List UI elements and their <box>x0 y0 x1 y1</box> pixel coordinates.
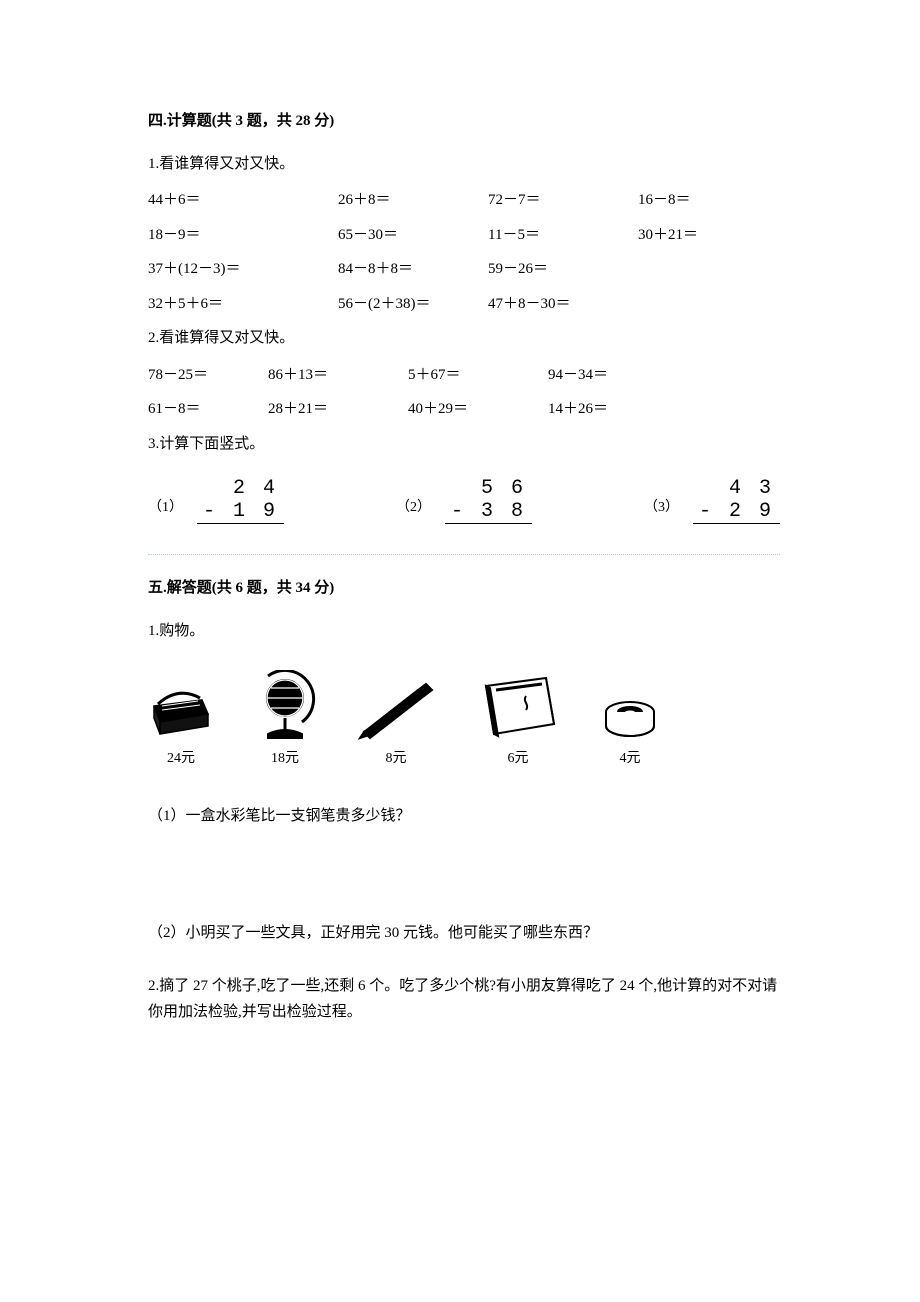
eq-cell: 59－26＝ <box>488 258 638 281</box>
item-price: 18元 <box>254 748 316 769</box>
vert-top: 4 3 <box>693 477 780 500</box>
eq-cell: 72－7＝ <box>488 189 638 212</box>
item-price: 6元 <box>476 748 560 769</box>
vertical-calc-2: （2） 5 6 - 3 8 <box>396 477 532 524</box>
section4-title: 四.计算题(共 3 题，共 28 分) <box>148 110 780 133</box>
s4-q1-row1: 44＋6＝ 26＋8＝ 72－7＝ 16－8＝ <box>148 189 780 212</box>
eq-cell: 47＋8－30＝ <box>488 293 638 316</box>
eq-cell: 94－34＝ <box>548 364 668 387</box>
s4-q1-row3: 37＋(12－3)＝ 84－8＋8＝ 59－26＝ <box>148 258 780 281</box>
eq-cell: 61－8＝ <box>148 398 268 421</box>
eq-cell: 18－9＝ <box>148 224 338 247</box>
eq-cell: 14＋26＝ <box>548 398 668 421</box>
eq-cell: 84－8＋8＝ <box>338 258 488 281</box>
item-price: 24元 <box>148 748 214 769</box>
globe-icon <box>254 670 316 740</box>
eq-cell: 65－30＝ <box>338 224 488 247</box>
tape-icon <box>600 696 660 740</box>
eq-cell: 11－5＝ <box>488 224 638 247</box>
vert-top: 5 6 <box>445 477 532 500</box>
eq-cell: 86＋13＝ <box>268 364 408 387</box>
eq-cell <box>638 293 758 316</box>
item-pen: 8元 <box>356 682 436 769</box>
vert-bot: - 3 8 <box>445 500 532 524</box>
vertical-calc-1: （1） 2 4 - 1 9 <box>148 477 284 524</box>
section5-title: 五.解答题(共 6 题，共 34 分) <box>148 577 780 600</box>
vert-label: （1） <box>148 497 183 524</box>
section-divider <box>148 554 780 555</box>
s5-q1-prompt: 1.购物。 <box>148 620 780 643</box>
s5-q2-text: 2.摘了 27 个桃子,吃了一些,还剩 6 个。吃了多少个桃?有小朋友算得吃了 … <box>148 974 780 1025</box>
item-notebook: 6元 <box>476 674 560 769</box>
eq-cell: 44＋6＝ <box>148 189 338 212</box>
vertical-calc-3: （3） 4 3 - 2 9 <box>644 477 780 524</box>
eq-cell: 32＋5＋6＝ <box>148 293 338 316</box>
item-price: 8元 <box>356 748 436 769</box>
pen-icon <box>356 682 436 740</box>
s5-q1-sub2: （2）小明买了一些文具，正好用完 30 元钱。他可能买了哪些东西？ <box>148 922 780 945</box>
item-price: 4元 <box>600 748 660 769</box>
s4-q1-row4: 32＋5＋6＝ 56－(2＋38)＝ 47＋8－30＝ <box>148 293 780 316</box>
eq-cell: 37＋(12－3)＝ <box>148 258 338 281</box>
item-watercolor: 24元 <box>148 684 214 769</box>
vert-bot: - 1 9 <box>197 500 284 524</box>
vert-top: 2 4 <box>197 477 284 500</box>
item-globe: 18元 <box>254 670 316 769</box>
eq-cell: 30＋21＝ <box>638 224 758 247</box>
s4-q2-prompt: 2.看谁算得又对又快。 <box>148 327 780 350</box>
item-tape: 4元 <box>600 696 660 769</box>
vert-label: （2） <box>396 497 431 524</box>
eq-cell: 5＋67＝ <box>408 364 548 387</box>
s4-q3-prompt: 3.计算下面竖式。 <box>148 433 780 456</box>
eq-cell <box>638 258 758 281</box>
vert-bot: - 2 9 <box>693 500 780 524</box>
s4-q1-prompt: 1.看谁算得又对又快。 <box>148 153 780 176</box>
notebook-icon <box>476 674 560 740</box>
s4-q2-row1: 78－25＝ 86＋13＝ 5＋67＝ 94－34＝ <box>148 364 780 387</box>
eq-cell: 40＋29＝ <box>408 398 548 421</box>
watercolor-box-icon <box>148 684 214 740</box>
s5-q1-sub1: （1）一盒水彩笔比一支钢笔贵多少钱？ <box>148 805 780 828</box>
s4-q2-row2: 61－8＝ 28＋21＝ 40＋29＝ 14＋26＝ <box>148 398 780 421</box>
vertical-calc-row: （1） 2 4 - 1 9 （2） 5 6 - 3 8 （3） 4 3 - 2 … <box>148 477 780 524</box>
eq-cell: 78－25＝ <box>148 364 268 387</box>
vert-label: （3） <box>644 497 679 524</box>
eq-cell: 28＋21＝ <box>268 398 408 421</box>
s4-q1-row2: 18－9＝ 65－30＝ 11－5＝ 30＋21＝ <box>148 224 780 247</box>
eq-cell: 16－8＝ <box>638 189 758 212</box>
eq-cell: 56－(2＋38)＝ <box>338 293 488 316</box>
shopping-items-row: 24元 18元 8元 <box>148 670 780 769</box>
eq-cell: 26＋8＝ <box>338 189 488 212</box>
